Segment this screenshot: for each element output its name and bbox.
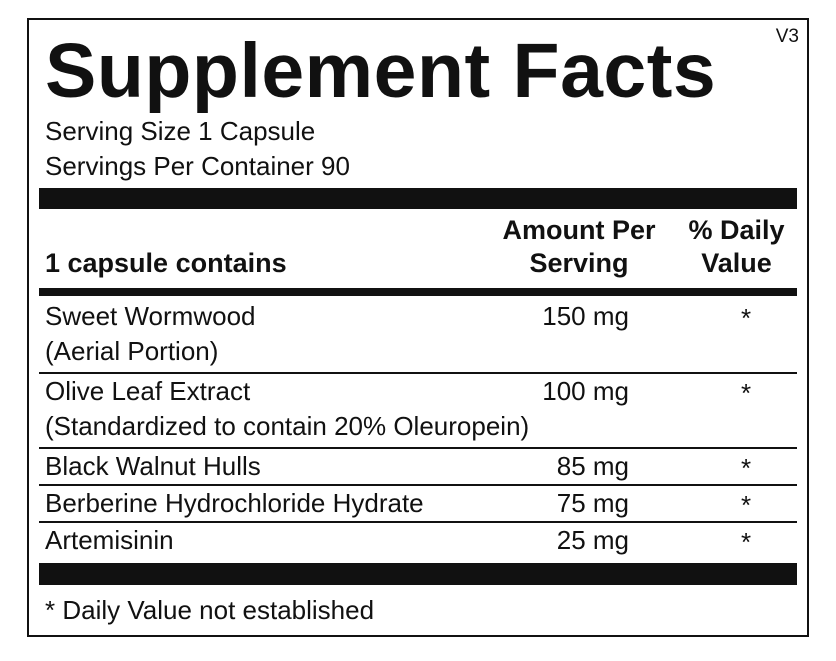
ingredient-detail: (Aerial Portion) <box>45 336 219 366</box>
ingredient-name: Olive Leaf Extract <box>45 376 251 406</box>
daily-value: * <box>741 490 752 520</box>
ingredient-name: Sweet Wormwood <box>45 301 256 331</box>
ingredient-detail: (Standardized to contain 20% Oleuropein) <box>45 411 530 441</box>
ingredient-name: Artemisinin <box>45 525 174 555</box>
column-header: % Daily Value <box>688 215 785 278</box>
medium-bar <box>39 288 797 296</box>
row-divider <box>39 484 797 486</box>
daily-value: * <box>741 527 752 557</box>
amount: 100 mg <box>542 376 629 406</box>
title: Supplement Facts <box>45 28 717 114</box>
column-header: 1 capsule contains <box>45 248 287 278</box>
amount: 75 mg <box>556 488 629 518</box>
supplement-label: Supplement Facts V3 Serving Size 1 Capsu… <box>27 18 809 637</box>
row-divider <box>39 372 797 374</box>
servings-per-container: Servings Per Container 90 <box>45 151 350 181</box>
thick-bar <box>39 188 797 209</box>
daily-value: * <box>741 303 752 333</box>
amount: 150 mg <box>542 301 629 331</box>
ingredient-name: Black Walnut Hulls <box>45 451 261 481</box>
amount: 25 mg <box>556 525 629 555</box>
column-header: Amount Per Serving <box>502 215 656 278</box>
amount: 85 mg <box>556 451 629 481</box>
serving-size: Serving Size 1 Capsule <box>45 116 316 146</box>
row-divider <box>39 521 797 523</box>
footnote: * Daily Value not established <box>45 595 375 625</box>
daily-value: * <box>741 453 752 483</box>
daily-value: * <box>741 378 752 408</box>
version: V3 <box>775 26 799 47</box>
ingredient-name: Berberine Hydrochloride Hydrate <box>45 488 424 518</box>
thick-bar <box>39 563 797 585</box>
row-divider <box>39 447 797 449</box>
